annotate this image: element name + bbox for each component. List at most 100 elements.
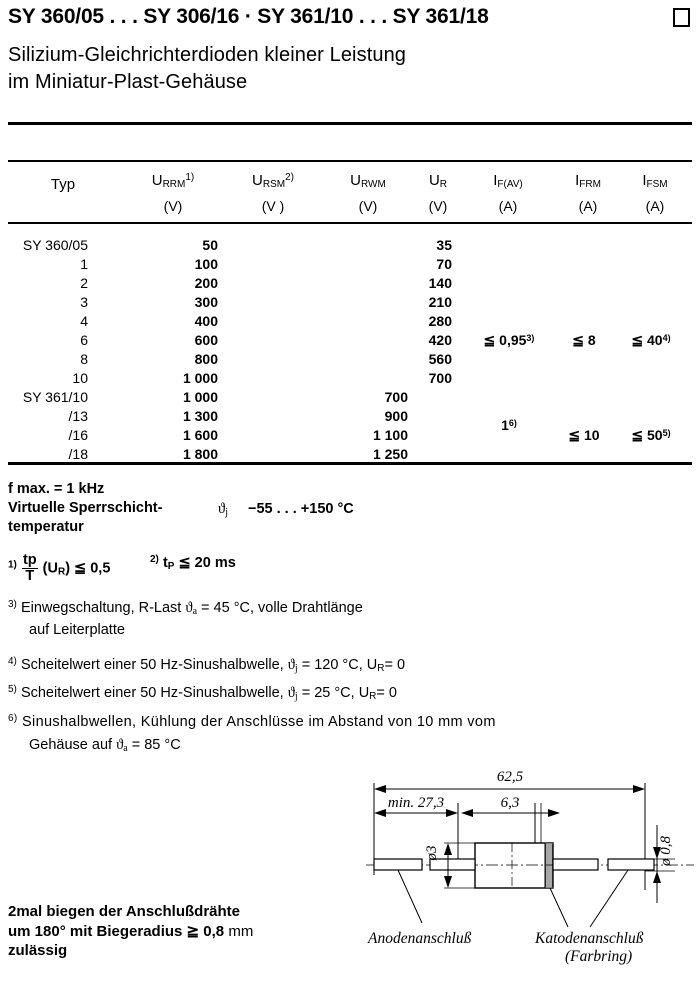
cell-typ: 10: [72, 370, 88, 386]
arrow-total-left: [374, 785, 386, 793]
cell-typ: 1: [80, 256, 88, 272]
cell-ur: 35: [436, 237, 452, 253]
cell-typ: SY 361/10: [22, 389, 88, 405]
col-header-ifrm: IFRM: [575, 172, 601, 190]
col-header-urrm: URRM1): [151, 172, 195, 190]
cell-urrm: 1 600: [182, 427, 218, 443]
col-header-ifsm: IFSM: [642, 172, 668, 190]
bending-note-line-1: 2mal biegen der Anschlußdrähte: [8, 903, 240, 920]
col-unit-ifav: (A): [498, 198, 518, 214]
cell-typ: 3: [80, 294, 88, 310]
dim-label-total: 62,5: [497, 769, 524, 785]
cell-urrm: 600: [194, 332, 218, 348]
arrow-wire-down: [653, 871, 661, 883]
footnote-6: 6) Sinushalbwellen, Kühlung der Anschlüs…: [8, 713, 496, 730]
col-unit-ur: (V): [428, 198, 448, 214]
square-icon: [673, 8, 690, 27]
tj-label-line-1: Virtuelle Sperrschicht-: [8, 500, 163, 516]
footnote-6-line-2: Gehäuse auf ϑa = 85 °C: [29, 737, 181, 754]
col-header-ursm: URSM2): [252, 172, 294, 190]
theta-a-symbol: ϑa: [185, 600, 198, 617]
cell-urrm: 400: [194, 313, 218, 329]
bending-note-line-2: um 180° mit Biegeradius ≧ 0,8 mm: [8, 922, 254, 940]
subtitle-line-2: im Miniatur-Plast-Gehäuse: [8, 71, 248, 93]
rule-top: [8, 122, 692, 125]
diode-outline-drawing: 62,5 min. 27,3 6,3 ø3 ø 0,8 Anodenanschl…: [366, 769, 694, 965]
cell-typ: /16: [68, 427, 88, 443]
bending-note-line-3: zulässig: [8, 942, 68, 959]
rule-table-top: [8, 160, 692, 162]
cell-typ: /13: [68, 408, 88, 424]
leader-anode: [397, 869, 423, 924]
footnote-4: 4) Scheitelwert einer 50 Hz-Sinushalbwel…: [8, 656, 406, 674]
col-header-urwm: URWM: [350, 172, 386, 190]
cell-urrm: 800: [194, 351, 218, 367]
arrow-dia-up: [444, 843, 452, 855]
cell-ifsm-group-a: ≦ 404): [631, 332, 671, 348]
dim-label-body-dia: ø3: [424, 846, 440, 862]
arrow-total-right: [633, 785, 645, 793]
mechanical-drawing: 62,5 min. 27,3 6,3 ø3 ø 0,8 Anodenanschl…: [360, 755, 700, 986]
cell-urwm: 900: [384, 408, 408, 424]
col-unit-urwm: (V): [358, 198, 378, 214]
arrow-lead-left: [374, 809, 386, 817]
cell-urrm: 1 800: [182, 446, 218, 462]
cell-ur: 140: [428, 275, 452, 291]
cell-typ: 8: [80, 351, 88, 367]
cathode-band: [544, 842, 554, 889]
col-unit-ursm: (V ): [261, 198, 285, 214]
col-unit-ifsm: (A): [645, 198, 665, 214]
col-header-ur: UR: [428, 172, 448, 190]
footnote-5: 5) Scheitelwert einer 50 Hz-Sinushalbwel…: [8, 684, 397, 702]
anode-lead: [373, 858, 476, 871]
cathode-lead: [552, 858, 655, 871]
callout-anode: Anodenanschluß: [367, 930, 472, 947]
cell-ur: 210: [428, 294, 452, 310]
dim-label-wire-dia: ø 0,8: [658, 836, 674, 868]
cell-urrm: 300: [194, 294, 218, 310]
theta-a-symbol: ϑa: [116, 737, 128, 754]
col-unit-urrm: (V): [163, 198, 183, 214]
cell-typ: 4: [80, 313, 88, 329]
cell-ur: 560: [428, 351, 452, 367]
leader-cathode-lead: [589, 869, 629, 928]
col-header-ifav: IF(AV): [493, 172, 523, 190]
footnote-1: 1) tp T (UR) ≦ 0,5: [8, 552, 111, 584]
col-header-typ: Typ: [50, 176, 76, 193]
callout-cathode-farbring: (Farbring): [565, 948, 632, 965]
tj-label-line-2: temperatur: [8, 519, 84, 535]
theta-j-symbol: ϑj: [287, 657, 298, 674]
arrow-lead-right: [446, 809, 458, 817]
cell-ur: 70: [436, 256, 452, 272]
cell-ifsm-group-b: ≦ 505): [631, 427, 671, 443]
arrow-dia-down: [444, 876, 452, 888]
rule-header-bottom: [8, 222, 692, 224]
cell-urrm: 1 000: [182, 370, 218, 386]
arrow-wire-up: [653, 847, 661, 859]
cell-urrm: 1 300: [182, 408, 218, 424]
page-subtitle: Silizium-Gleichrichterdioden kleiner Lei…: [8, 42, 668, 96]
leader-cathode-band: [549, 887, 569, 928]
cell-ifav-group-a: ≦ 0,953): [483, 332, 535, 348]
cell-urrm: 50: [202, 237, 218, 253]
fmax-note: f max. = 1 kHz: [8, 481, 105, 497]
cell-ur: 700: [428, 370, 452, 386]
cell-ur: 420: [428, 332, 452, 348]
bending-note: 2mal biegen der Anschlußdrähte um 180° m…: [8, 902, 338, 961]
cell-typ: 2: [80, 275, 88, 291]
title-row: SY 360/05 . . . SY 306/16 · SY 361/10 . …: [8, 5, 692, 28]
theta-j-symbol: ϑj: [287, 685, 298, 702]
tj-symbol: ϑj: [218, 501, 228, 518]
cell-urrm: 200: [194, 275, 218, 291]
footnote-2: 2) tP ≦ 20 ms: [150, 554, 236, 572]
cell-ifrm-group-a: ≦ 8: [572, 332, 596, 348]
callout-cathode: Katodenanschluß: [534, 930, 644, 947]
page-title: SY 360/05 . . . SY 306/16 · SY 361/10 . …: [8, 5, 489, 28]
dim-label-body: 6,3: [501, 795, 520, 811]
col-unit-ifrm: (A): [578, 198, 598, 214]
cell-urrm: 100: [194, 256, 218, 272]
subtitle-line-1: Silizium-Gleichrichterdioden kleiner Lei…: [8, 44, 407, 66]
cell-urrm: 1 000: [182, 389, 218, 405]
cell-typ: 6: [80, 332, 88, 348]
